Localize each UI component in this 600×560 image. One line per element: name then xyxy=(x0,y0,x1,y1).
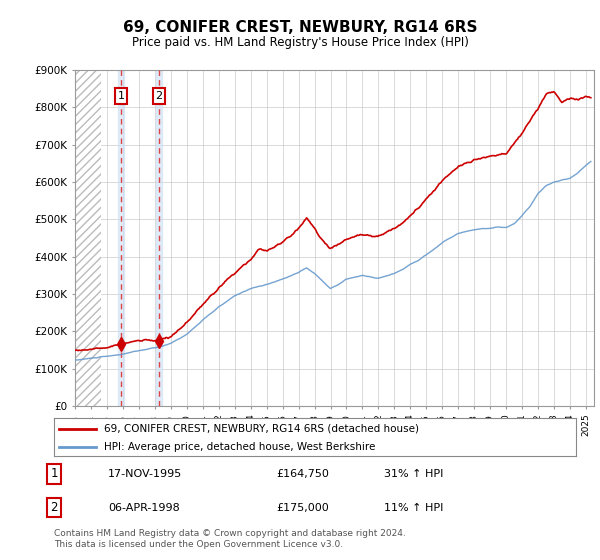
Bar xyxy=(118,70,124,406)
Text: 69, CONIFER CREST, NEWBURY, RG14 6RS (detached house): 69, CONIFER CREST, NEWBURY, RG14 6RS (de… xyxy=(104,424,419,434)
Text: Price paid vs. HM Land Registry's House Price Index (HPI): Price paid vs. HM Land Registry's House … xyxy=(131,36,469,49)
Text: 1: 1 xyxy=(118,91,124,101)
Text: £175,000: £175,000 xyxy=(276,502,329,512)
Text: 17-NOV-1995: 17-NOV-1995 xyxy=(108,469,182,479)
Text: 2: 2 xyxy=(155,91,163,101)
Text: 06-APR-1998: 06-APR-1998 xyxy=(108,502,180,512)
Text: 31% ↑ HPI: 31% ↑ HPI xyxy=(384,469,443,479)
Text: 69, CONIFER CREST, NEWBURY, RG14 6RS: 69, CONIFER CREST, NEWBURY, RG14 6RS xyxy=(123,20,477,35)
Text: Contains HM Land Registry data © Crown copyright and database right 2024.
This d: Contains HM Land Registry data © Crown c… xyxy=(54,529,406,549)
Bar xyxy=(156,70,162,406)
Text: 1: 1 xyxy=(50,468,58,480)
Text: £164,750: £164,750 xyxy=(276,469,329,479)
Text: 2: 2 xyxy=(50,501,58,514)
Text: 11% ↑ HPI: 11% ↑ HPI xyxy=(384,502,443,512)
Text: HPI: Average price, detached house, West Berkshire: HPI: Average price, detached house, West… xyxy=(104,442,375,452)
